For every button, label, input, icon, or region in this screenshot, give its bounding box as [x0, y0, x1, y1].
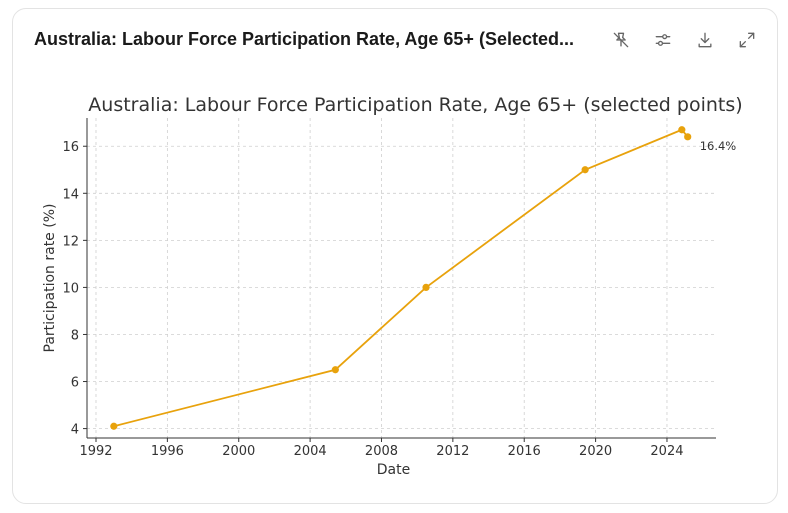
x-tick-label: 2000 — [222, 444, 255, 459]
download-button[interactable] — [689, 28, 721, 52]
y-tick-label: 6 — [71, 376, 79, 391]
pin-off-icon — [613, 32, 629, 48]
chart-title: Australia: Labour Force Participation Ra… — [88, 94, 742, 116]
y-tick-label: 4 — [71, 423, 79, 438]
y-tick-label: 10 — [62, 281, 79, 296]
data-point — [678, 126, 686, 134]
y-tick-label: 8 — [71, 328, 79, 343]
y-axis-label: Participation rate (%) — [42, 204, 58, 353]
data-label: 16.4% — [700, 139, 737, 153]
y-tick-label: 12 — [62, 234, 79, 249]
sliders-icon — [655, 34, 671, 46]
x-tick-label: 2024 — [650, 444, 683, 459]
settings-button[interactable] — [647, 28, 679, 52]
x-tick-label: 2020 — [579, 444, 612, 459]
chart-card: Australia: Labour Force Participation Ra… — [12, 8, 778, 504]
x-axis-label: Date — [377, 462, 410, 478]
card-toolbar — [605, 28, 763, 52]
x-tick-label: 2012 — [436, 444, 469, 459]
x-tick-label: 1992 — [79, 444, 112, 459]
y-tick-label: 16 — [62, 140, 79, 155]
data-point — [684, 133, 692, 141]
y-tick-label: 14 — [62, 187, 79, 202]
x-tick-label: 1996 — [151, 444, 184, 459]
data-point — [581, 166, 589, 174]
download-icon — [698, 32, 712, 48]
data-point — [110, 422, 118, 430]
x-tick-label: 2008 — [365, 444, 398, 459]
expand-icon — [739, 32, 755, 48]
x-tick-label: 2016 — [508, 444, 541, 459]
unpin-button[interactable] — [605, 28, 637, 52]
expand-button[interactable] — [731, 28, 763, 52]
data-point — [422, 283, 430, 292]
x-tick-label: 2004 — [294, 444, 327, 459]
data-point — [331, 366, 339, 374]
